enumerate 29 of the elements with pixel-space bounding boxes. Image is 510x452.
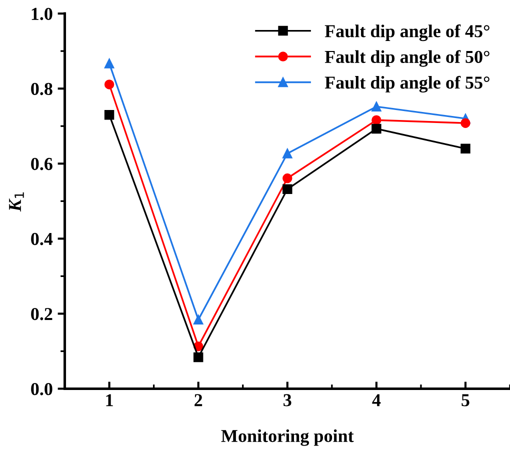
x-tick-label: 3 <box>284 394 292 406</box>
point <box>460 118 470 128</box>
point <box>193 352 204 362</box>
legend-label: Fault dip angle of 50° <box>324 50 490 67</box>
point <box>282 148 292 158</box>
point <box>460 144 470 154</box>
point <box>282 173 292 184</box>
y-tick-label: 1.0 <box>32 8 52 20</box>
point <box>372 115 382 125</box>
x-tick-label: 4 <box>372 394 381 406</box>
point <box>104 80 114 90</box>
point <box>372 102 382 112</box>
point <box>104 58 114 68</box>
point <box>104 110 114 120</box>
y-axis-title: K$_{1}$ <box>9 192 24 212</box>
y-tick-label: 0.2 <box>31 308 52 320</box>
x-tick-label: 5 <box>462 394 470 406</box>
legend-label: Fault dip angle of 45° <box>324 24 490 42</box>
x-tick-label: 1 <box>106 394 113 406</box>
y-tick-label: 0.6 <box>31 158 52 170</box>
y-tick-label: 0.4 <box>31 232 53 246</box>
x-axis-title: Monitoring point <box>221 429 354 446</box>
point <box>193 314 204 325</box>
point <box>282 184 292 194</box>
legend-label: Fault dip angle of 55° <box>324 76 490 93</box>
x-tick-label: 2 <box>194 394 202 406</box>
y-tick-label: 0.8 <box>31 82 52 96</box>
point <box>372 124 382 134</box>
y-tick-label: 0.0 <box>31 382 52 396</box>
